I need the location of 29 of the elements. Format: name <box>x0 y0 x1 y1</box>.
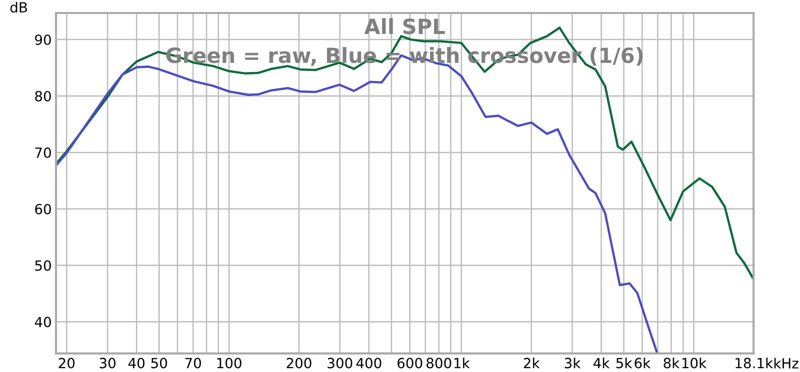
y-axis-title: dB <box>10 2 27 13</box>
x-axis-title: kHz <box>774 358 798 368</box>
y-tick-label: 60 <box>35 204 51 214</box>
x-tick-label: 8k <box>664 358 680 368</box>
x-tick-label: 18.1k <box>736 358 774 368</box>
y-tick-label: 50 <box>35 260 51 271</box>
x-tick-label: 3k <box>564 358 581 368</box>
x-tick-label: 100 <box>217 358 242 368</box>
x-tick-label: 40 <box>128 358 144 368</box>
x-tick-label: 20 <box>58 358 75 368</box>
x-tick-label: 5k <box>616 358 632 368</box>
x-tick-label: 400 <box>356 358 382 368</box>
x-tick-label: 30 <box>100 358 116 368</box>
x-tick-label: 800 <box>426 358 452 368</box>
x-tick-label: 10k <box>682 358 707 368</box>
x-tick-label: 300 <box>328 358 352 368</box>
x-tick-label: 200 <box>286 358 312 368</box>
y-tick-label: 70 <box>35 147 51 158</box>
x-tick-label: 2k <box>524 358 540 368</box>
x-tick-label: 1k <box>454 358 470 368</box>
y-tick-label: 40 <box>34 316 51 328</box>
x-tick-label: 6k <box>634 358 651 368</box>
y-tick-label: 90 <box>35 34 51 46</box>
x-tick-label: 600 <box>398 358 422 368</box>
x-tick-label: 70 <box>185 358 201 368</box>
y-tick-label: 80 <box>35 90 51 102</box>
x-tick-label: 50 <box>151 358 168 368</box>
x-tick-label: 4k <box>594 358 610 368</box>
chart-title: All SPL <box>364 18 445 34</box>
